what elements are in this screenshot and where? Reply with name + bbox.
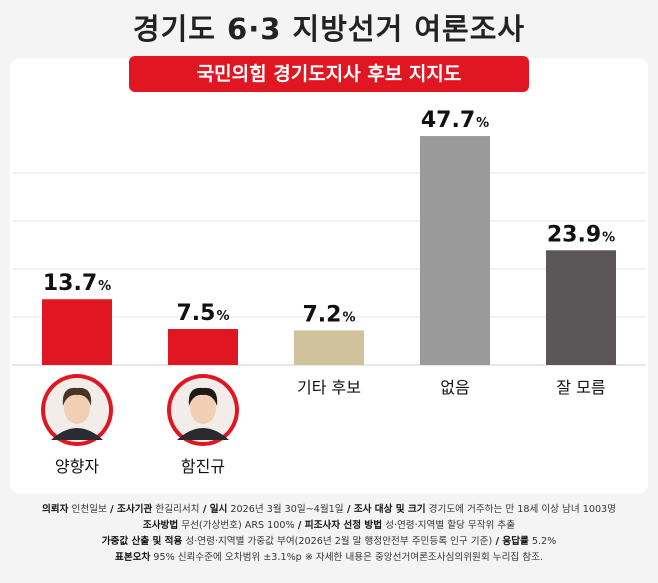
- note-text: 5.2%: [528, 536, 557, 547]
- note-label: 조사기관: [117, 504, 153, 515]
- note-label: 가중값 산출 및 적용: [101, 536, 183, 547]
- chart-subtitle: 국민의힘 경기도지사 후보 지지도: [129, 56, 529, 92]
- note-label: 응답률: [502, 536, 529, 547]
- note-text: 한길리서치: [152, 504, 200, 515]
- category-label: 기타 후보: [297, 378, 361, 397]
- candidate-name: 양향자: [55, 457, 99, 476]
- bar: [546, 250, 616, 365]
- note-text: 경기도에 거주하는 만 18세 이상 남녀 1003명: [425, 504, 616, 515]
- note-text: 성·연령·지역별 가중값 부여(2026년 2월 말 행정안전부 주민등록 인구…: [182, 536, 493, 547]
- note-text: 인천일보: [68, 504, 107, 515]
- notes-line-3: 가중값 산출 및 적용 성·연령·지역별 가중값 부여(2026년 2월 말 행…: [101, 536, 557, 547]
- note-label: 피조사자 선정 방법: [304, 520, 383, 531]
- candidate-name: 함진규: [181, 457, 225, 476]
- note-label: 의뢰자: [41, 504, 69, 515]
- bar-value-label: 23.9%: [547, 222, 615, 247]
- bar: [42, 299, 112, 365]
- note-text: 성·연령·지역별 할당 무작위 추출: [382, 520, 516, 531]
- bar-value-label: 47.7%: [421, 108, 489, 133]
- bar-value-label: 7.5%: [176, 301, 229, 326]
- bar: [420, 136, 490, 365]
- bar-value-label: 13.7%: [43, 271, 111, 296]
- note-text: 95% 신뢰수준에 오차범위 ±3.1%p ※ 자세한 내용은 중앙선거여론조사…: [150, 552, 543, 563]
- note-text: 2026년 3월 30일~4월1일: [227, 504, 344, 515]
- note-label: 조사방법: [142, 520, 179, 531]
- bar: [294, 330, 364, 365]
- note-label: 조사 대상 및 크기: [353, 504, 426, 515]
- candidate-portrait: [167, 374, 239, 446]
- bar-value-label: 7.2%: [302, 302, 355, 327]
- note-label: 일시: [209, 504, 228, 515]
- category-label: 없음: [440, 378, 469, 397]
- category-label: 잘 모름: [556, 378, 605, 397]
- bar: [168, 329, 238, 365]
- notes-line-1: 의뢰자 인천일보 / 조사기관 한길리서치 / 일시 2026년 3월 30일~…: [41, 504, 616, 515]
- notes-line-4: 표본오차 95% 신뢰수준에 오차범위 ±3.1%p ※ 자세한 내용은 중앙선…: [0, 550, 658, 566]
- note-text: 무선(가상번호) ARS 100%: [178, 520, 295, 531]
- candidate-portrait: [41, 374, 113, 446]
- survey-notes: 의뢰자 인천일보 / 조사기관 한길리서치 / 일시 2026년 3월 30일~…: [0, 502, 658, 566]
- page-title: 경기도 6·3 지방선거 여론조사: [132, 12, 526, 46]
- notes-line-2: 조사방법 무선(가상번호) ARS 100% / 피조사자 선정 방법 성·연령…: [142, 520, 516, 531]
- chart-panel: [10, 58, 648, 494]
- note-label: 표본오차: [115, 552, 151, 563]
